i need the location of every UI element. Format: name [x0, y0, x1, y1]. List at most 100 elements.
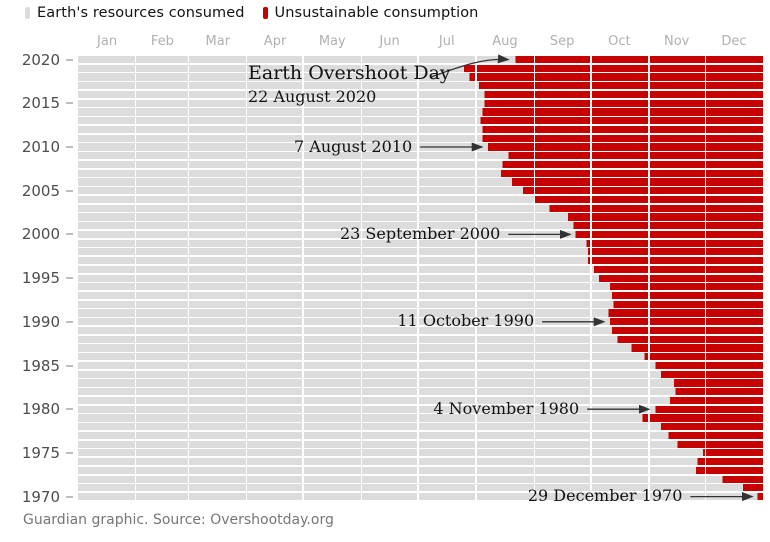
month-segment: [418, 405, 476, 413]
year-tick: [66, 364, 73, 367]
month-segment: [247, 169, 303, 177]
month-segment: [476, 291, 534, 300]
month-segment: [303, 379, 361, 387]
month-segment: [247, 248, 303, 256]
month-segment: [591, 125, 649, 134]
month-segment: [362, 423, 417, 431]
month-segment: [189, 449, 246, 457]
month-segment: [476, 326, 534, 335]
month-segment: [649, 396, 705, 405]
month-segment: [535, 440, 590, 448]
month-segment: [535, 318, 590, 326]
month-segment: [189, 318, 246, 326]
month-segment: [476, 309, 534, 317]
month-segment: [591, 90, 649, 99]
month-segment: [78, 318, 135, 326]
month-segment: [649, 99, 705, 107]
month-segment: [706, 187, 763, 195]
month-segment: [303, 56, 361, 64]
month-segment: [189, 56, 246, 64]
month-segment: [706, 423, 763, 431]
month-segment: [247, 108, 303, 116]
month-segment: [535, 309, 590, 317]
month-segment: [418, 449, 476, 457]
month-segment: [706, 265, 763, 273]
year-row-1979: [78, 414, 763, 422]
month-segment: [591, 64, 649, 72]
month-segment: [706, 353, 763, 361]
month-segment: [303, 449, 361, 457]
month-segment: [535, 90, 590, 99]
month-segment: [78, 344, 135, 352]
year-tick: [66, 451, 73, 454]
month-segment: [189, 493, 246, 501]
month-segment: [418, 396, 476, 405]
month-segment: [189, 64, 246, 72]
month-segment: [362, 99, 417, 107]
month-segment: [418, 195, 476, 204]
month-segment: [591, 73, 649, 81]
red-swatch-icon: [262, 7, 268, 19]
month-segment: [362, 73, 417, 81]
month-segment: [535, 152, 590, 160]
month-segment: [303, 274, 361, 282]
month-segment: [476, 353, 534, 361]
month-segment: [136, 475, 188, 483]
month-segment: [706, 222, 763, 230]
month-segment: [78, 335, 135, 343]
year-label-2010: 2010: [21, 138, 60, 156]
month-segment: [649, 440, 705, 448]
month-segment: [303, 318, 361, 326]
month-segment: [362, 195, 417, 204]
month-segment: [418, 82, 476, 90]
month-segment: [649, 117, 705, 125]
month-segment: [591, 431, 649, 439]
month-segment: [476, 379, 534, 387]
month-segment: [418, 300, 476, 308]
month-segment: [476, 361, 534, 370]
month-segment: [476, 388, 534, 396]
month-segment: [591, 230, 649, 238]
month-segment: [189, 143, 246, 151]
legend: Earth's resources consumed Unsustainable…: [25, 5, 478, 21]
month-segment: [136, 73, 188, 81]
year-tick: [66, 146, 73, 148]
month-segment: [189, 108, 246, 116]
month-segment: [303, 423, 361, 431]
month-label-dec: Dec: [721, 34, 747, 49]
month-segment: [362, 248, 417, 256]
month-segment: [78, 274, 135, 282]
month-segment: [706, 318, 763, 326]
month-segment: [649, 257, 705, 265]
month-segment: [649, 90, 705, 99]
year-row-1983: [78, 379, 763, 387]
month-segment: [362, 160, 417, 169]
month-segment: [247, 204, 303, 212]
month-segment: [418, 318, 476, 326]
year-tick: [66, 189, 73, 192]
month-segment: [591, 344, 649, 352]
month-segment: [649, 466, 705, 474]
month-segment: [476, 143, 534, 151]
month-segment: [189, 309, 246, 317]
year-row-1994: [78, 283, 763, 291]
month-segment: [78, 370, 135, 378]
month-segment: [476, 475, 534, 483]
month-segment: [591, 449, 649, 457]
year-label-1975: 1975: [21, 443, 60, 462]
month-segment: [78, 239, 135, 247]
month-segment: [247, 239, 303, 247]
month-segment: [476, 449, 534, 457]
month-segment: [303, 204, 361, 212]
month-segment: [706, 283, 763, 291]
month-segment: [78, 440, 135, 448]
month-segment: [78, 143, 135, 151]
month-segment: [591, 484, 649, 492]
month-segment: [706, 361, 763, 370]
month-segment: [78, 265, 135, 273]
year-row-2014: [78, 108, 763, 116]
month-segment: [78, 213, 135, 221]
month-segment: [706, 458, 763, 466]
month-segment: [247, 230, 303, 238]
month-segment: [418, 204, 476, 212]
